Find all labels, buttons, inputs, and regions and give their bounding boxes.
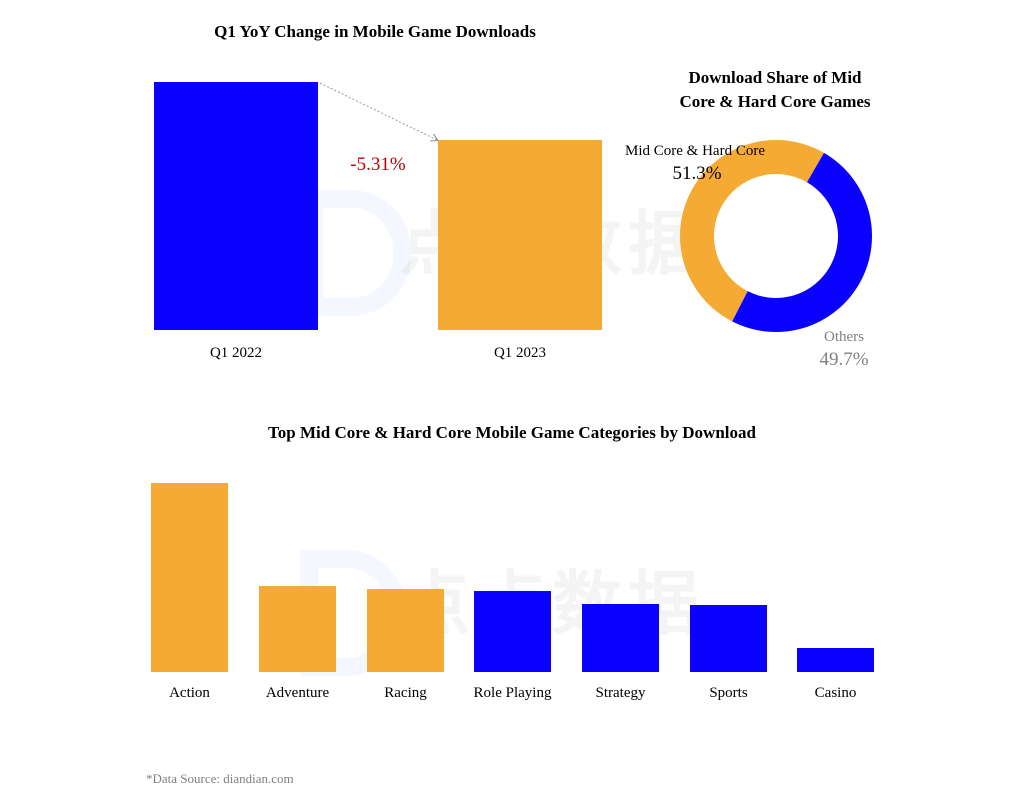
- x-tick-label: Strategy: [596, 685, 646, 701]
- chart2-title-line: Core & Hard Core Games: [679, 92, 871, 111]
- chart3-title: Top Mid Core & Hard Core Mobile Game Cat…: [268, 423, 756, 442]
- bar-action: [151, 483, 228, 672]
- x-tick-label: Q1 2022: [210, 345, 262, 361]
- data-source: *Data Source: diandian.com: [146, 771, 294, 786]
- x-tick-label: Racing: [384, 685, 427, 701]
- donut-value-others: 49.7%: [819, 349, 868, 370]
- bar-role-playing: [474, 591, 551, 672]
- chart1-title: Q1 YoY Change in Mobile Game Downloads: [214, 22, 536, 41]
- donut-value-main: 51.3%: [672, 163, 721, 184]
- bar-racing: [367, 589, 444, 672]
- bar-q1-2023: [438, 140, 602, 330]
- donut-slice-mid-hard-core: [680, 140, 824, 322]
- donut-label-others: Others: [824, 329, 864, 345]
- chart2-title: Download Share of Mid Core & Hard Core G…: [640, 66, 910, 114]
- change-label: -5.31%: [350, 154, 406, 175]
- x-tick-label: Sports: [709, 685, 748, 701]
- change-arrow: [319, 82, 437, 140]
- chart2-title-line: Download Share of Mid: [688, 68, 862, 87]
- donut-slice-others: [732, 152, 873, 333]
- bar-strategy: [582, 604, 659, 672]
- x-tick-label: Q1 2023: [494, 345, 546, 361]
- bar-q1-2022: [154, 82, 318, 330]
- donut-label-main: Mid Core & Hard Core: [625, 143, 765, 159]
- bar-casino: [797, 648, 874, 672]
- x-tick-label: Casino: [815, 685, 857, 701]
- x-tick-label: Action: [169, 685, 210, 701]
- x-tick-label: Adventure: [266, 685, 330, 701]
- bar-adventure: [259, 586, 336, 672]
- bar-sports: [690, 605, 767, 672]
- x-tick-label: Role Playing: [474, 685, 552, 701]
